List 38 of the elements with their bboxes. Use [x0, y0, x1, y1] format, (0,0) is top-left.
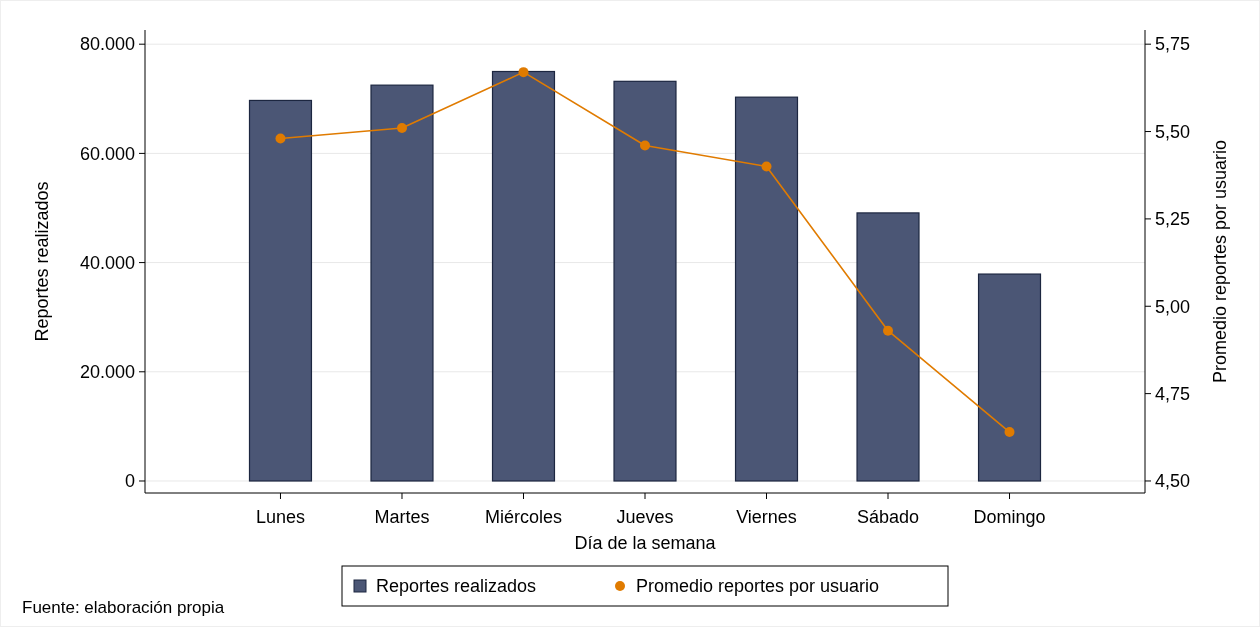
bar — [734, 96, 799, 482]
source-note: Fuente: elaboración propia — [22, 598, 225, 617]
bar — [248, 99, 313, 482]
y2-tick-label: 5,50 — [1155, 121, 1191, 142]
legend-label: Promedio reportes por usuario — [636, 576, 880, 597]
x-tick-label: Domingo — [973, 507, 1046, 527]
point — [396, 123, 407, 134]
x-tick-label: Lunes — [255, 507, 305, 527]
y-tick-label: 40.000 — [79, 252, 135, 273]
y2-tick-label: 4,75 — [1155, 383, 1191, 404]
point — [883, 325, 894, 336]
x-tick-label: Miércoles — [484, 507, 563, 527]
bar — [977, 273, 1042, 482]
bar — [491, 70, 556, 482]
bar — [370, 84, 434, 482]
bar — [613, 80, 677, 482]
y-axis-title: Reportes realizados — [32, 181, 52, 342]
point — [275, 133, 286, 144]
point — [640, 140, 650, 151]
y-tick-label: 80.000 — [79, 34, 135, 55]
y2-tick-label: 5,75 — [1155, 34, 1191, 55]
x-tick-label: Sábado — [856, 507, 920, 527]
y-tick-label: 20.000 — [79, 362, 135, 383]
bar — [856, 212, 920, 482]
point — [1004, 427, 1015, 438]
legend-label: Reportes realizados — [376, 576, 537, 597]
y-tick-label: 0 — [124, 471, 135, 492]
y2-tick-label: 4,50 — [1155, 471, 1191, 492]
y2-tick-label: 5,00 — [1155, 296, 1191, 317]
point — [761, 161, 772, 172]
x-tick-label: Martes — [374, 507, 430, 527]
point — [518, 67, 529, 78]
y-tick-label: 60.000 — [79, 143, 135, 164]
y2-tick-label: 5,25 — [1155, 209, 1191, 230]
y2-axis-title: Promedio reportes por usuario — [1210, 139, 1230, 384]
x-axis-title: Día de la semana — [574, 533, 717, 553]
x-tick-label: Viernes — [736, 507, 797, 527]
x-tick-label: Jueves — [616, 507, 674, 527]
